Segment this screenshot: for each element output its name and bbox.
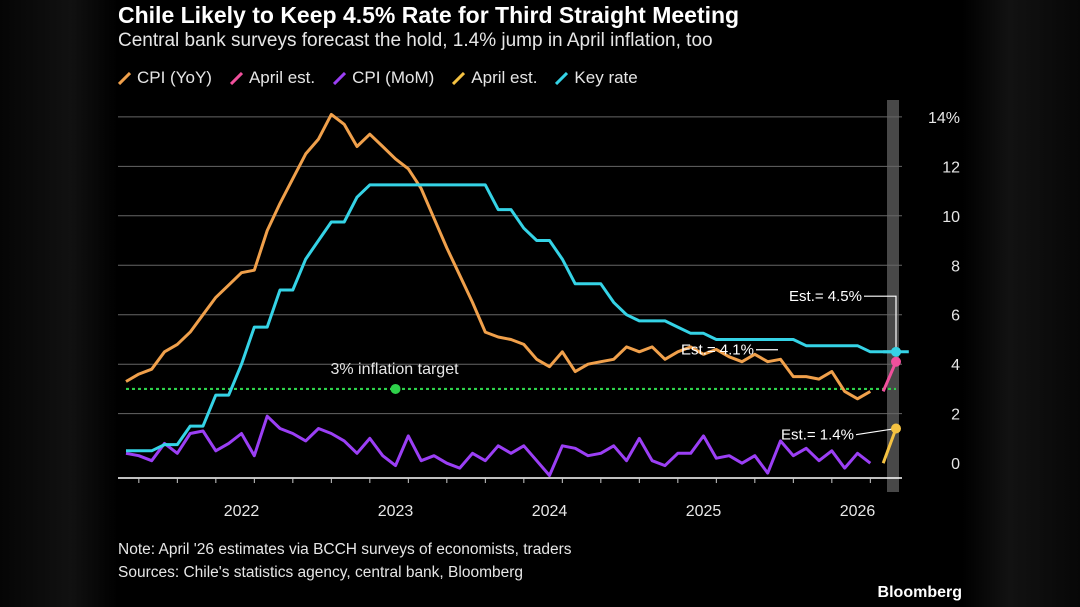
- cpi-mom-line: [125, 414, 872, 477]
- est-yoy-label: Est.= 4.1%: [681, 342, 754, 359]
- plot-area: 14% 12 10 8 6 4 2 0 2022 2023 2024 2025 2026 3% infla…: [118, 100, 960, 520]
- y-tick-label: 8: [951, 258, 960, 275]
- est-mom-leader: [855, 427, 897, 436]
- chart-note: Note: April '26 estimates via BCCH surve…: [118, 541, 572, 558]
- y-tick-label: 12: [942, 159, 960, 176]
- legend-mark-april-est-yoy: [229, 71, 243, 85]
- legend-mark-cpi-yoy: [118, 71, 131, 85]
- chart-legend: CPI (YoY) April est. CPI (MoM) April est…: [118, 68, 638, 88]
- background-left-panel: [0, 0, 118, 607]
- chart-title: Chile Likely to Keep 4.5% Rate for Third…: [118, 2, 740, 28]
- est-mom-label: Est.= 1.4%: [781, 427, 854, 444]
- legend-label-key-rate: Key rate: [574, 68, 638, 87]
- legend-label-cpi-mom: CPI (MoM): [352, 68, 435, 87]
- x-tick-label: 2024: [532, 503, 568, 520]
- legend-item-cpi-yoy: CPI (YoY): [118, 68, 212, 88]
- est-yoy-dot: [891, 356, 901, 367]
- legend-mark-cpi-mom: [333, 71, 347, 85]
- est-mom-dot: [891, 423, 901, 434]
- legend-mark-key-rate: [555, 71, 569, 85]
- y-tick-label: 14%: [928, 110, 960, 127]
- x-tick-label: 2025: [686, 503, 722, 520]
- y-tick-label: 4: [951, 357, 960, 374]
- y-tick-label: 0: [951, 456, 960, 473]
- x-tick-label: 2022: [224, 503, 260, 520]
- april-est-yoy-line: [881, 361, 898, 392]
- est-rate-label: Est.= 4.5%: [789, 288, 862, 305]
- key-rate-line: [126, 183, 909, 453]
- legend-label-april-est-yoy: April est.: [248, 68, 316, 87]
- legend-item-april-est-mom: April est.: [452, 68, 537, 88]
- background-right-panel: [962, 0, 1080, 607]
- legend-label-cpi-yoy: CPI (YoY): [137, 68, 212, 87]
- x-tick-label: 2026: [840, 503, 876, 520]
- chart-card: Chile Likely to Keep 4.5% Rate for Third…: [118, 0, 962, 607]
- legend-mark-april-est-mom: [452, 71, 466, 85]
- bloomberg-logo: Bloomberg: [877, 584, 962, 601]
- chart-subtitle: Central bank surveys forecast the hold, …: [118, 30, 713, 51]
- legend-label-april-est-mom: April est.: [471, 68, 538, 87]
- est-rate-dot: [891, 346, 901, 357]
- inflation-target-label: 3% inflation target: [330, 361, 459, 378]
- y-tick-label: 6: [951, 308, 960, 325]
- legend-item-key-rate: Key rate: [555, 68, 638, 88]
- april-est-mom-line: [881, 427, 898, 464]
- x-tick-label: 2023: [378, 503, 414, 520]
- legend-item-cpi-mom: CPI (MoM): [333, 68, 434, 88]
- y-tick-label: 2: [951, 407, 960, 424]
- y-tick-label: 10: [942, 209, 960, 226]
- inflation-target-marker: [390, 383, 401, 394]
- chart-sources: Sources: Chile's statistics agency, cent…: [118, 564, 523, 581]
- est-rate-leader: [864, 295, 897, 352]
- legend-item-april-est-yoy: April est.: [229, 68, 316, 88]
- cpi-yoy-line: [125, 112, 872, 401]
